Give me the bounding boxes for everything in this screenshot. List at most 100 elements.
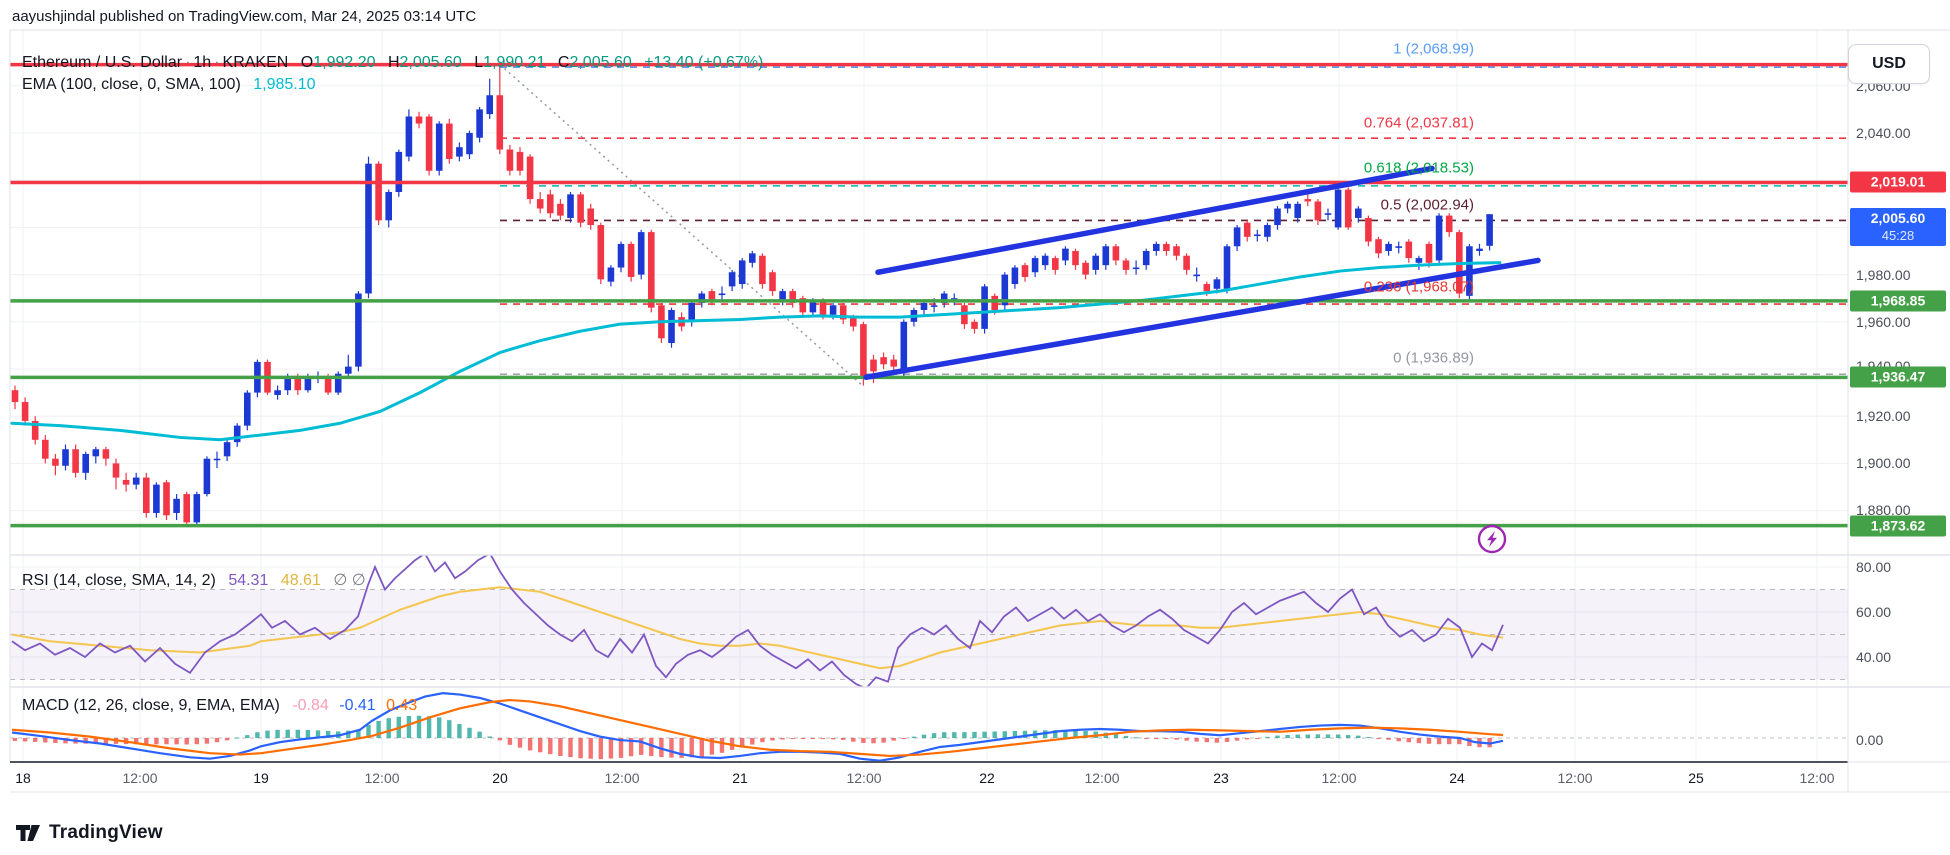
macd-hist-bar — [406, 715, 412, 738]
candle — [1435, 215, 1443, 261]
price-axis-label: 2,040.00 — [1856, 125, 1911, 141]
lightning-icon[interactable] — [1475, 522, 1509, 556]
macd-hist-bar — [386, 718, 391, 738]
price-axis-label: 0.00 — [1856, 732, 1884, 748]
candle — [1001, 274, 1009, 306]
candle — [446, 123, 453, 159]
price-axis-label: 40.00 — [1856, 649, 1892, 665]
candle — [1355, 208, 1362, 218]
candle — [789, 291, 796, 303]
time-axis-label: 18 — [15, 770, 31, 786]
macd-hist-bar — [558, 738, 563, 756]
price-axis-label: 1,980.00 — [1856, 267, 1911, 283]
macd-hist-bar — [134, 738, 139, 745]
macd-hist-bar — [1133, 737, 1139, 739]
price-axis-label: 60.00 — [1856, 604, 1892, 620]
time-axis-label: 12:00 — [604, 770, 640, 786]
time-axis-label: 19 — [253, 770, 269, 786]
candle — [1476, 248, 1483, 251]
fib-level-label[interactable]: 0.236 (1,968.07) — [1363, 278, 1474, 296]
macd-hist-bar — [517, 738, 523, 748]
candle — [627, 243, 635, 277]
macd-hist-bar — [1164, 738, 1169, 740]
macd-hist-bar — [911, 736, 917, 738]
macd-hist-bar — [942, 732, 947, 738]
candle — [193, 494, 201, 523]
macd-hist-bar — [1255, 738, 1260, 739]
macd-hist-bar — [184, 738, 189, 745]
macd-hist-bar — [204, 738, 210, 744]
macd-hist-bar — [1335, 734, 1341, 738]
candle — [223, 442, 231, 457]
macd-hist-bar — [43, 738, 48, 743]
macd-hist-bar — [164, 738, 169, 745]
macd-hist-bar — [1467, 738, 1472, 747]
macd-hist-bar — [1346, 735, 1351, 738]
macd-hist-bar — [1376, 738, 1381, 739]
candle — [1092, 255, 1099, 270]
price-badge: 2,019.01 — [1850, 171, 1946, 193]
candle — [132, 477, 140, 485]
macd-hist-bar — [416, 715, 422, 738]
price-axis-label: 1,920.00 — [1856, 408, 1911, 424]
macd-hist-bar — [437, 717, 442, 738]
fib-level-label[interactable]: 0.5 (2,002.94) — [1380, 196, 1474, 214]
candle — [1445, 215, 1453, 233]
rsi-legend: RSI (14, close, SMA, 14, 2) 54.31 48.61 … — [22, 572, 366, 589]
time-axis-label: 24 — [1449, 770, 1465, 786]
macd-hist-bar — [740, 738, 745, 748]
candle — [92, 449, 100, 457]
candle — [1375, 239, 1382, 254]
candle — [991, 295, 998, 310]
fib-level-label[interactable]: 0.618 (2,018.53) — [1363, 159, 1474, 177]
macd-hist-bar — [507, 738, 513, 745]
fib-level-label[interactable]: 0 (1,936.89) — [1393, 349, 1474, 367]
macd-hist-bar — [1396, 738, 1401, 742]
candle — [415, 116, 423, 124]
candle — [1385, 243, 1392, 251]
candle — [1082, 262, 1089, 275]
macd-hist-bar — [830, 738, 836, 740]
candle — [1112, 246, 1120, 261]
macd-hist-bar — [982, 731, 987, 738]
rsi-line — [11, 555, 1504, 687]
price-badge: 1,936.47 — [1850, 366, 1946, 388]
macd-hist-bar — [255, 732, 260, 738]
candle — [42, 439, 49, 459]
candle — [1314, 201, 1322, 221]
macd-hist-bar — [33, 738, 38, 742]
candle — [456, 147, 463, 157]
candle — [153, 484, 160, 513]
tradingview-logo[interactable]: TradingView — [15, 820, 163, 846]
candle — [547, 194, 554, 214]
macd-hist-bar — [1245, 738, 1250, 740]
macd-hist-bar — [22, 738, 28, 742]
fib-level-label[interactable]: 1 (2,068.99) — [1393, 40, 1474, 58]
candle — [880, 357, 887, 365]
candle — [1405, 241, 1413, 259]
candle — [62, 449, 69, 466]
macd-hist-bar — [447, 720, 452, 738]
macd-hist-bar — [679, 738, 684, 758]
candle — [779, 291, 786, 301]
macd-hist-bar — [305, 729, 311, 738]
candle — [1011, 267, 1019, 285]
time-axis-label: 12:00 — [846, 770, 882, 786]
macd-hist-bar — [1436, 738, 1442, 745]
candle — [688, 302, 695, 322]
currency-button[interactable]: USD — [1848, 44, 1930, 84]
candle — [1132, 267, 1140, 270]
fib-level-label[interactable]: 0.764 (2,037.81) — [1363, 114, 1474, 132]
candle — [324, 378, 332, 393]
macd-hist-bar — [881, 738, 886, 743]
macd-hist-bar — [214, 738, 220, 743]
candle — [617, 243, 625, 268]
candle — [345, 366, 352, 374]
macd-hist-bar — [12, 738, 18, 741]
candle — [1183, 255, 1190, 270]
macd-hist-bar — [1447, 738, 1452, 745]
price-badge: 1,968.85 — [1850, 290, 1946, 312]
macd-hist-bar — [568, 738, 573, 758]
macd-hist-bar — [649, 738, 654, 757]
